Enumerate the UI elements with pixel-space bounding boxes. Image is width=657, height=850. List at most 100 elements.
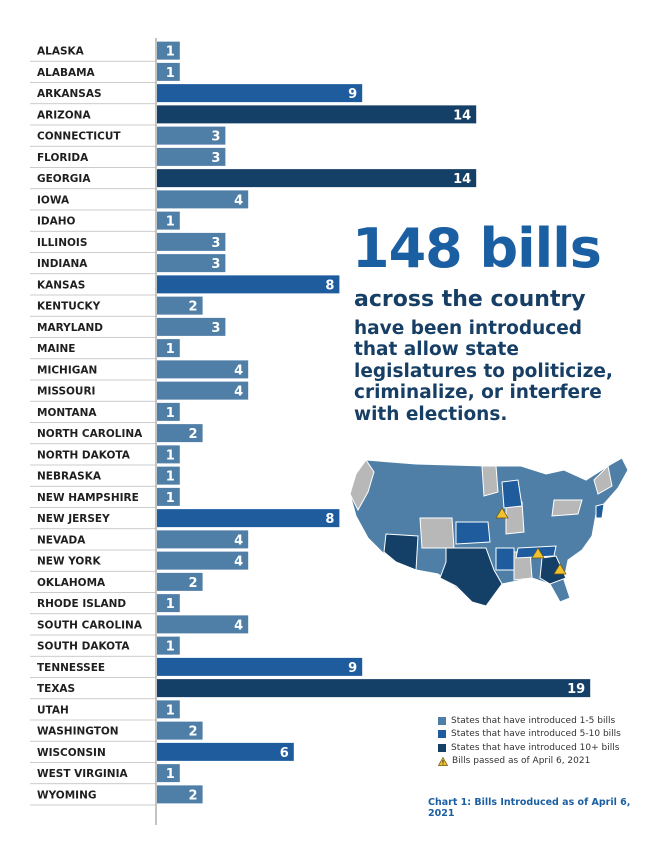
headline-body: have been introduced that allow state le…	[354, 318, 654, 425]
map-region-mid	[495, 547, 515, 571]
legend: States that have introduced 1-5 bills St…	[438, 714, 621, 768]
category-label: IOWA	[37, 194, 70, 206]
bar	[157, 466, 180, 485]
bar-value-label: 9	[348, 661, 357, 676]
bar-value-label: 14	[453, 108, 471, 123]
bar	[157, 232, 226, 251]
bar	[157, 275, 340, 294]
category-label: MAINE	[37, 343, 75, 355]
bar-value-label: 4	[234, 363, 243, 378]
bar	[157, 509, 340, 528]
bar-value-label: 1	[166, 470, 175, 485]
category-label: CONNECTICUT	[37, 131, 121, 143]
bar	[157, 424, 203, 443]
bar-value-label: 2	[189, 788, 198, 803]
bar	[157, 381, 249, 400]
category-label: NEBRASKA	[37, 471, 102, 483]
bar	[157, 551, 249, 570]
category-label: MISSOURI	[37, 386, 95, 398]
category-label: FLORIDA	[37, 152, 89, 164]
category-label: SOUTH CAROLINA	[37, 619, 143, 631]
bar	[157, 615, 249, 634]
bar-value-label: 14	[453, 172, 471, 187]
bar-value-label: 3	[211, 151, 220, 166]
bar-value-label: 4	[234, 618, 243, 633]
category-label: KENTUCKY	[37, 301, 101, 313]
bar-value-label: 1	[166, 406, 175, 421]
legend-label: States that have introduced 1-5 bills	[451, 715, 616, 726]
bar-value-label: 1	[166, 66, 175, 81]
legend-item: States that have introduced 1-5 bills	[438, 714, 621, 728]
category-label: NORTH CAROLINA	[37, 428, 143, 440]
category-label: TEXAS	[37, 683, 75, 695]
bar	[157, 487, 180, 506]
map-region-mid	[455, 521, 491, 545]
category-label: ARIZONA	[37, 109, 91, 121]
bar	[157, 105, 477, 124]
bar-value-label: 4	[234, 193, 243, 208]
bar-value-label: 2	[189, 427, 198, 442]
legend-item: States that have introduced 10+ bills	[438, 741, 621, 755]
category-label: NEW YORK	[37, 556, 101, 568]
bar-value-label: 8	[325, 278, 334, 293]
bar	[157, 339, 180, 358]
bar-value-label: 19	[567, 682, 585, 697]
bar	[157, 445, 180, 464]
bar-value-label: 4	[234, 533, 243, 548]
bar	[157, 41, 180, 60]
headline-body-line: criminalize, or interfere	[354, 382, 602, 404]
category-label: WEST VIRGINIA	[37, 768, 128, 780]
category-label: NEW JERSEY	[37, 513, 110, 525]
bar-value-label: 1	[166, 215, 175, 230]
category-label: INDIANA	[37, 258, 88, 270]
legend-label: States that have introduced 5-10 bills	[451, 729, 621, 740]
bar	[157, 572, 203, 591]
category-label: MONTANA	[37, 407, 97, 419]
category-label: MARYLAND	[37, 322, 103, 334]
bar-value-label: 2	[189, 576, 198, 591]
category-label: SOUTH DAKOTA	[37, 641, 130, 653]
map-region-high	[439, 547, 503, 607]
category-label: KANSAS	[37, 279, 85, 291]
bar-value-label: 9	[348, 87, 357, 102]
bar	[157, 84, 363, 103]
bar-value-label: 8	[325, 512, 334, 527]
category-label: ALABAMA	[37, 67, 96, 79]
bar	[157, 700, 180, 719]
bar	[157, 190, 249, 209]
category-label: NORTH DAKOTA	[37, 449, 131, 461]
bar	[157, 402, 180, 421]
bar-value-label: 4	[234, 555, 243, 570]
category-label: ALASKA	[37, 46, 85, 58]
bar-value-label: 2	[189, 300, 198, 315]
category-label: NEVADA	[37, 534, 86, 546]
bar-value-label: 3	[211, 236, 220, 251]
bar	[157, 742, 294, 761]
category-label: RHODE ISLAND	[37, 598, 126, 610]
map-region-none	[551, 499, 583, 517]
bar-value-label: 2	[189, 725, 198, 740]
bar	[157, 785, 203, 804]
legend-item: States that have introduced 5-10 bills	[438, 728, 621, 742]
legend-swatch-high	[438, 743, 446, 752]
bar	[157, 657, 363, 676]
category-label: ARKANSAS	[37, 88, 102, 100]
map-region-high	[539, 555, 567, 585]
bar-value-label: 1	[166, 491, 175, 506]
category-label: ILLINOIS	[37, 237, 87, 249]
category-label: NEW HAMPSHIRE	[37, 492, 139, 504]
warning-triangle-icon	[438, 756, 448, 766]
headline-subtitle: across the country	[354, 287, 586, 312]
bar-value-label: 3	[211, 130, 220, 145]
legend-swatch-low	[438, 716, 446, 725]
bar	[157, 126, 226, 145]
headline-body-line: legislatures to politicize,	[354, 360, 613, 382]
bar-value-label: 1	[166, 767, 175, 782]
map-region-none	[419, 517, 455, 549]
headline-body-line: that allow state	[354, 339, 519, 361]
legend-swatch-mid	[438, 730, 446, 739]
bar-value-label: 1	[166, 448, 175, 463]
headline-count: 148 bills	[352, 217, 602, 280]
category-label: GEORGIA	[37, 173, 91, 185]
map-region-high	[383, 533, 419, 571]
